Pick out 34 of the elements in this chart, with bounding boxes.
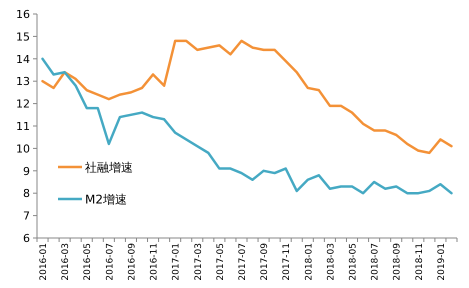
- legend-label: 社融增速: [85, 160, 133, 174]
- line-series: [41, 40, 453, 154]
- x-tick-label: 2018-07: [370, 243, 381, 281]
- y-tick-label: 12: [16, 98, 30, 111]
- y-tick-label: 15: [16, 30, 30, 44]
- x-tick-label: 2017-07: [238, 243, 248, 281]
- y-tick-label: 8: [23, 187, 30, 200]
- x-tick-label: 2016-07: [105, 243, 116, 281]
- x-tick-label: 2017-09: [260, 242, 270, 281]
- x-tick-label: 2018-05: [348, 243, 358, 281]
- x-tick-label: 2016-05: [83, 243, 94, 281]
- y-tick-label: 11: [16, 120, 30, 133]
- line-series: [41, 58, 453, 194]
- x-tick-label: 2016-11: [150, 243, 160, 281]
- y-tick-label: 16: [16, 8, 30, 21]
- y-tick-label: 9: [23, 164, 30, 178]
- y-tick-label: 7: [23, 210, 30, 223]
- legend-label: M2增速: [85, 192, 127, 206]
- x-tick-label: 2017-11: [282, 243, 292, 281]
- x-tick-label: 2019-01: [436, 243, 447, 281]
- x-tick-label: 2018-01: [304, 243, 314, 281]
- x-tick-label: 2016-01: [39, 243, 50, 281]
- x-tick-label: 2018-03: [326, 243, 336, 281]
- y-tick-label: 10: [16, 142, 30, 156]
- x-tick-label: 2017-01: [172, 243, 182, 281]
- x-tick-label: 2018-11: [414, 243, 425, 281]
- y-tick-label: 13: [16, 75, 30, 88]
- x-tick-label: 2017-03: [194, 243, 204, 281]
- y-tick-label: 6: [23, 232, 30, 245]
- x-tick-label: 2016-03: [61, 243, 72, 281]
- y-tick-label: 14: [16, 52, 30, 66]
- x-tick-label: 2017-05: [216, 243, 226, 281]
- x-tick-label: 2018-09: [392, 242, 403, 281]
- x-tick-label: 2016-09: [127, 242, 138, 281]
